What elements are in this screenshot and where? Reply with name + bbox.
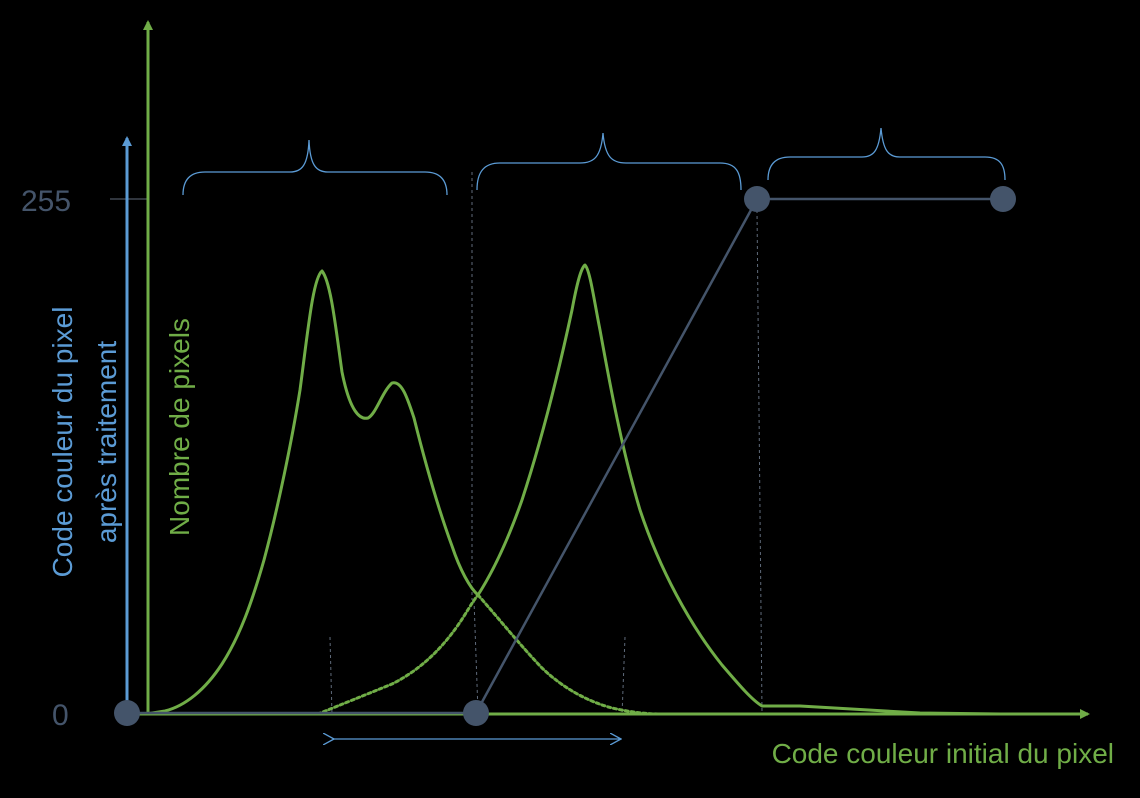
transfer-point-marker-4	[990, 186, 1016, 212]
transfer-function-line	[127, 197, 1003, 715]
histogram-curves	[144, 263, 1002, 716]
guide-line-left-low	[473, 599, 479, 713]
histogram-curve-1	[144, 269, 480, 716]
transfer-point-marker-2	[463, 700, 489, 726]
guide-line-range-end	[621, 636, 626, 716]
transfer-function	[114, 186, 1016, 726]
histogram-curve-2-tail	[316, 593, 480, 716]
brace-middle	[476, 132, 742, 191]
axes	[115, 20, 1090, 719]
brace-right	[767, 127, 1006, 181]
guide-line-right	[756, 209, 763, 713]
y-axis-label-blue-line1: Code couleur du pixel	[47, 307, 78, 578]
y-tick-0: 0	[52, 699, 69, 732]
x-axis-label: Code couleur initial du pixel	[772, 738, 1114, 769]
brace-group	[182, 127, 1006, 196]
guide-lines	[110, 172, 763, 716]
transfer-point-marker-1	[114, 700, 140, 726]
transfer-point-marker-3	[744, 186, 770, 212]
histogram-curve-2	[476, 263, 1002, 716]
y-axis-label-blue-line2: après traitement	[91, 341, 122, 544]
brace-left	[182, 139, 448, 196]
y-axis-label-green: Nombre de pixels	[164, 318, 195, 536]
histogram-curve-1-tail	[476, 593, 662, 716]
guide-line-range-start	[329, 636, 333, 716]
y-tick-255: 255	[21, 185, 71, 218]
